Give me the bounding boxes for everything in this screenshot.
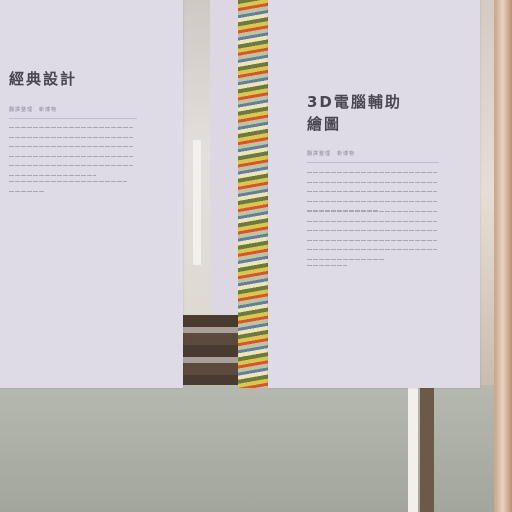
panel-rule (307, 162, 439, 163)
panel-edge-strip (210, 0, 238, 315)
panel-body-text-3 (307, 262, 347, 272)
exhibit-panel-right: 3D電腦輔助 繪圖 翻譯整理 新博物 (268, 0, 480, 388)
panel-rule (9, 118, 137, 119)
background-shelf (183, 315, 238, 385)
carpet-floor (0, 385, 512, 512)
panel-title-line1: 3D電腦輔助 (307, 93, 402, 111)
panel-title-line2: 繪圖 (307, 115, 342, 133)
white-stand (193, 140, 201, 265)
wooden-pole (420, 385, 434, 512)
panel-meta: 翻譯整理 新博物 (307, 151, 356, 157)
panel-title: 經典設計 (9, 70, 78, 88)
white-pole (408, 385, 418, 512)
colorful-column (238, 0, 268, 388)
exhibit-panel-left: 經典設計 翻譯整理 新博物 (0, 0, 183, 388)
panel-meta: 翻譯整理 新博物 (9, 107, 58, 113)
panel-body-text (9, 124, 133, 181)
panel-body-text-2 (307, 208, 437, 265)
wooden-post (494, 0, 512, 512)
panel-body-text-2 (9, 178, 127, 197)
